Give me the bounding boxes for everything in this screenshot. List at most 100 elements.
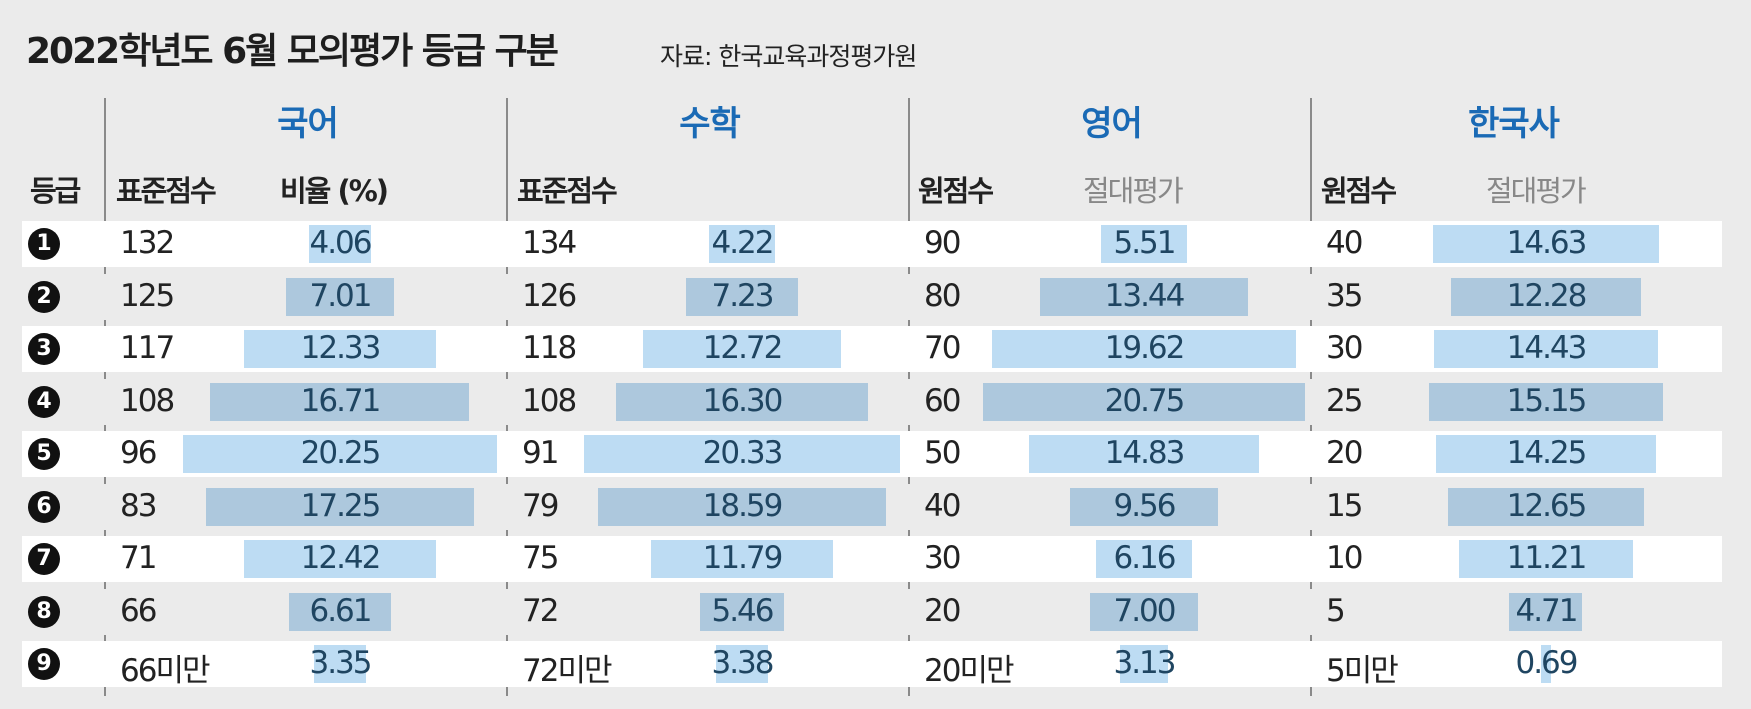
score-korean: 132 (120, 225, 175, 261)
score-korean: 66 (120, 592, 157, 629)
header-math-score: 표준점수 (517, 174, 618, 208)
score-math: 75 (522, 540, 559, 576)
ratio-bar-history (1450, 277, 1642, 316)
ratio-label-korean: 12.33 (300, 330, 382, 366)
ratio-bar-korean (206, 487, 474, 526)
score-korean: 96 (120, 435, 157, 471)
ratio-bar-math (699, 592, 785, 631)
ratio-bar-history (1435, 435, 1657, 473)
grade-badge: 6 (28, 490, 60, 523)
score-history: 10 (1326, 540, 1363, 576)
score-english: 20 (924, 592, 961, 629)
score-english: 30 (924, 540, 961, 576)
score-korean: 117 (120, 330, 175, 366)
grade-badge: 4 (28, 385, 60, 418)
ratio-label-english: 20.75 (1104, 382, 1186, 419)
subject-title-history: 한국사 (1468, 104, 1560, 144)
ratio-bar-english (1029, 435, 1259, 473)
header-history-eval: 절대평가 (1486, 174, 1587, 208)
score-korean: 83 (120, 487, 157, 524)
ratio-bar-math (584, 435, 900, 473)
score-korean: 71 (120, 540, 157, 576)
score-math: 72 (522, 592, 559, 629)
grade-badge: 8 (28, 595, 60, 628)
ratio-label-korean: 20.25 (300, 435, 382, 471)
subject-title-korean: 국어 (277, 104, 339, 144)
ratio-label-english: 14.83 (1104, 435, 1186, 471)
header-english-eval: 절대평가 (1083, 174, 1184, 208)
ratio-bar-english (1101, 225, 1187, 263)
ratio-bar-history (1447, 487, 1645, 526)
table-row (22, 641, 1722, 687)
ratio-bar-korean (288, 592, 392, 631)
score-math: 79 (522, 487, 559, 524)
header-korean-score: 표준점수 (116, 174, 217, 208)
grade-badge: 3 (28, 333, 60, 365)
score-korean: 66미만 (120, 653, 210, 689)
ratio-bar-history (1540, 645, 1552, 683)
ratio-label-english: 5.51 (1113, 225, 1176, 261)
ratio-label-history: 14.63 (1506, 225, 1588, 261)
score-history: 5미만 (1326, 653, 1399, 689)
grade-badge: 1 (28, 228, 60, 260)
grade-badge: 9 (28, 648, 60, 680)
score-math: 118 (522, 330, 577, 366)
ratio-label-english: 19.62 (1104, 330, 1186, 366)
score-history: 30 (1326, 330, 1363, 366)
score-english: 20미만 (924, 653, 1014, 689)
ratio-bar-history (1428, 382, 1664, 421)
header-history-score: 원점수 (1321, 174, 1397, 208)
ratio-label-math: 18.59 (702, 487, 784, 524)
ratio-label-history: 14.25 (1506, 435, 1588, 471)
ratio-bar-korean (243, 540, 437, 578)
ratio-label-math: 3.38 (711, 645, 774, 681)
score-math: 108 (522, 382, 577, 419)
ratio-bar-korean (314, 645, 366, 683)
ratio-label-math: 12.72 (702, 330, 784, 366)
score-english: 90 (924, 225, 961, 261)
ratio-label-math: 5.46 (711, 592, 774, 629)
header-english-score: 원점수 (918, 174, 994, 208)
subject-title-math: 수학 (679, 104, 741, 144)
ratio-bar-math (685, 277, 799, 316)
ratio-bar-english (1069, 487, 1219, 526)
score-math: 72미만 (522, 653, 612, 689)
subject-title-english: 영어 (1081, 104, 1143, 144)
score-history: 15 (1326, 487, 1363, 524)
ratio-bar-english (1119, 645, 1169, 683)
score-english: 70 (924, 330, 961, 366)
ratio-label-korean: 17.25 (300, 487, 382, 524)
source-note: 자료: 한국교육과정평가원 (660, 42, 917, 71)
grade-badge: 7 (28, 543, 60, 575)
score-english: 80 (924, 277, 961, 314)
ratio-bar-history (1434, 330, 1658, 368)
ratio-bar-english (991, 330, 1297, 368)
score-history: 25 (1326, 382, 1363, 419)
ratio-bar-history (1459, 540, 1633, 578)
ratio-bar-korean (183, 435, 497, 473)
score-history: 35 (1326, 277, 1363, 314)
ratio-bar-math (597, 487, 887, 526)
ratio-label-math: 20.33 (702, 435, 784, 471)
ratio-label-history: 0.69 (1515, 645, 1578, 681)
ratio-label-math: 7.23 (711, 277, 774, 314)
ratio-label-english: 3.13 (1113, 645, 1176, 681)
ratio-bar-korean (285, 277, 395, 316)
chart-title: 2022학년도 6월 모의평가 등급 구분 (26, 31, 559, 72)
score-math: 126 (522, 277, 577, 314)
score-english: 60 (924, 382, 961, 419)
ratio-label-english: 9.56 (1113, 487, 1176, 524)
ratio-bar-korean (308, 225, 372, 263)
ratio-bar-english (1039, 277, 1249, 316)
ratio-label-korean: 4.06 (309, 225, 372, 261)
ratio-label-math: 11.79 (702, 540, 784, 576)
ratio-label-korean: 12.42 (300, 540, 382, 576)
ratio-label-history: 4.71 (1515, 592, 1578, 629)
ratio-bar-korean (210, 382, 470, 421)
ratio-label-korean: 3.35 (309, 645, 372, 681)
score-history: 20 (1326, 435, 1363, 471)
score-math: 134 (522, 225, 577, 261)
ratio-bar-math (709, 225, 775, 263)
ratio-bar-math (643, 330, 841, 368)
ratio-label-history: 14.43 (1506, 330, 1588, 366)
